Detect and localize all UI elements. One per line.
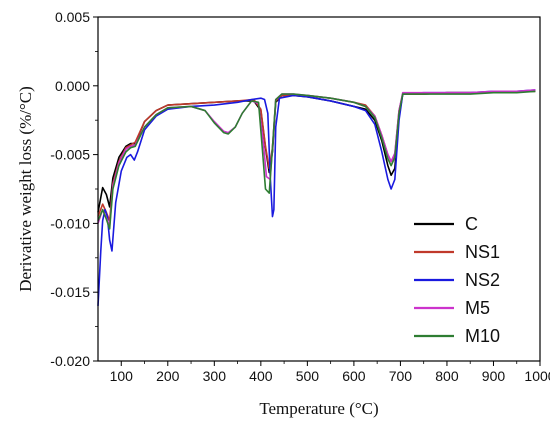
legend-label-m5: M5	[465, 298, 490, 318]
y-tick-label: -0.010	[50, 215, 90, 231]
x-tick-label: 300	[203, 368, 227, 384]
x-tick-label: 100	[110, 368, 134, 384]
x-axis-title: Temperature (°C)	[259, 399, 378, 418]
series-line-m10	[97, 90, 536, 230]
x-tick-label: 800	[435, 368, 459, 384]
x-tick-label: 200	[156, 368, 180, 384]
legend-label-ns1: NS1	[465, 242, 500, 262]
legend-label-m10: M10	[465, 326, 500, 346]
x-tick-label: 700	[389, 368, 413, 384]
plot-background	[98, 17, 540, 361]
plot-area	[98, 17, 540, 361]
y-tick-label: 0.000	[55, 78, 90, 94]
series-line-ns2	[97, 89, 536, 307]
legend-label-ns2: NS2	[465, 270, 500, 290]
series-layer	[97, 89, 536, 307]
y-tick-label: -0.015	[50, 284, 90, 300]
x-tick-label: 600	[342, 368, 366, 384]
legend: C NS1 NS2 M5 M10	[414, 214, 500, 346]
legend-label-c: C	[465, 214, 478, 234]
y-tick-label: -0.020	[50, 353, 90, 369]
y-tick-label: -0.005	[50, 147, 90, 163]
y-axis-title: Derivative weight loss (%/°C)	[16, 86, 35, 292]
x-tick-label: 400	[249, 368, 273, 384]
x-tick-label: 500	[296, 368, 320, 384]
y-tick-label: 0.005	[55, 9, 90, 25]
x-tick-label: 900	[482, 368, 506, 384]
